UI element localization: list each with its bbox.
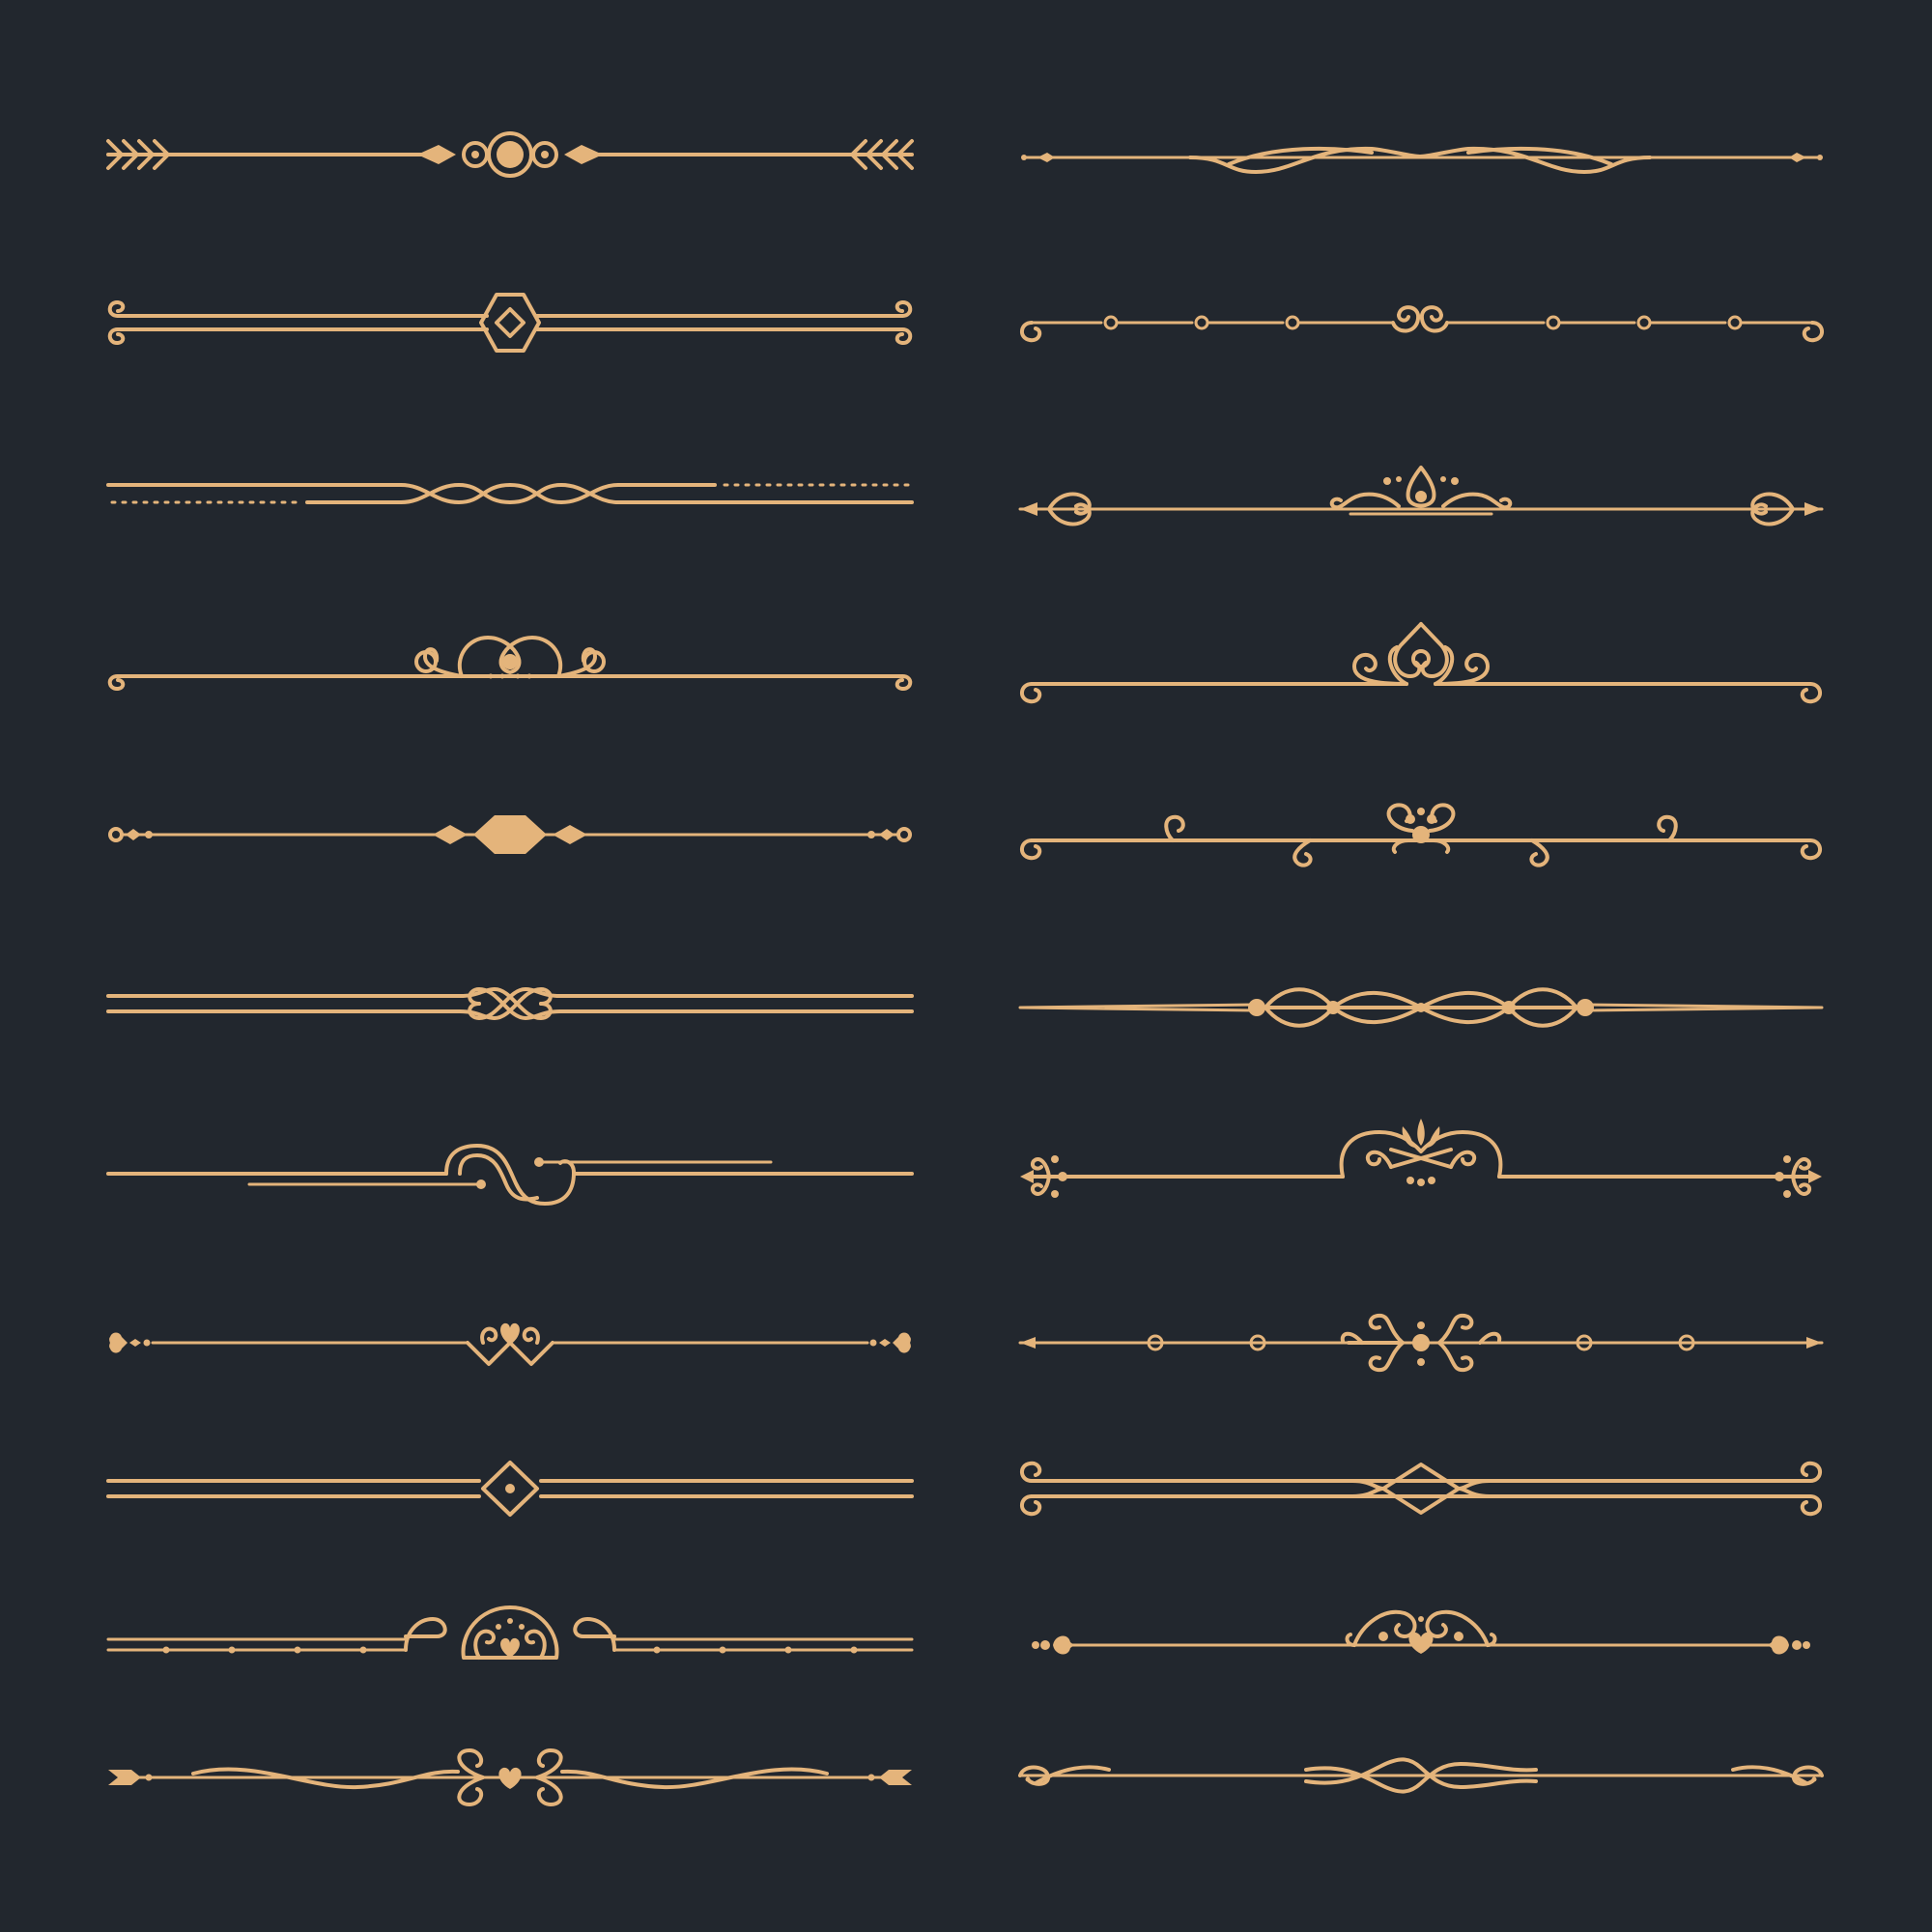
divider-framed-diamond: [106, 1461, 914, 1517]
divider-teardrop-crown: [1018, 466, 1824, 526]
divider-loop: [106, 1144, 914, 1206]
divider-scroll-crest: [106, 1605, 914, 1660]
divider-heart-scrolls: [108, 1748, 912, 1806]
divider-scroll-heart: [1032, 1609, 1810, 1655]
divider-flowing-swash: [1018, 1757, 1824, 1794]
divider-curls-flower: [1020, 803, 1822, 867]
divider-scroll-crown: [107, 636, 913, 691]
divider-pinned-swash: [1021, 146, 1823, 174]
divider-spiral-beads: [1020, 305, 1824, 343]
divider-trefoil-arch: [1020, 622, 1822, 704]
divider-lozenge: [108, 815, 912, 854]
divider-arrow-medallion: [106, 131, 914, 178]
divider-linked-loops: [1018, 987, 1824, 1028]
divider-spiral-cross: [1018, 1313, 1824, 1373]
divider-knot: [106, 987, 914, 1020]
divider-heart-chevron: [109, 1322, 911, 1366]
divider-double-rule-diamond: [1020, 1461, 1822, 1517]
divider-scroll-diamond: [107, 293, 913, 353]
divider-arched-crest: [1020, 1119, 1822, 1198]
divider-braid: [106, 483, 914, 504]
